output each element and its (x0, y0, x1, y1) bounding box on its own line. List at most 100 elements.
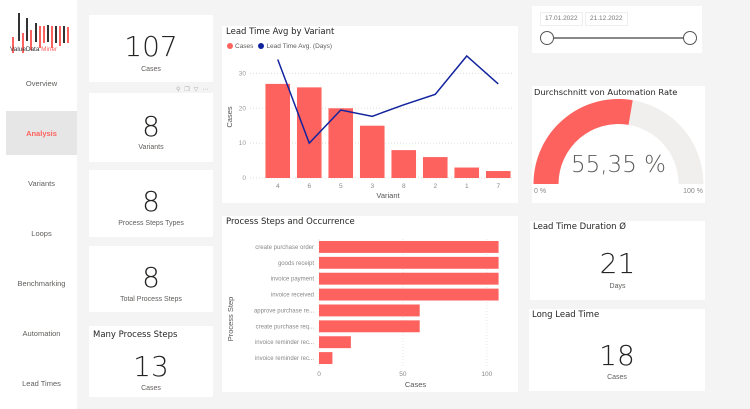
gauge-max-label: 100 % (683, 188, 703, 195)
start-date-input[interactable]: 17.01.2022 (540, 12, 583, 26)
gauge-min-label: 0 % (534, 188, 547, 195)
kpi-value: 13 (133, 350, 169, 383)
x-tick-label: 5 (339, 183, 343, 190)
filter-icon[interactable]: ▽ (193, 86, 199, 93)
bar-cases (328, 108, 354, 178)
bar-process-step (319, 288, 499, 301)
bar-cases (359, 125, 385, 178)
gauge-fill (533, 99, 633, 184)
y-tick-label: 0 (242, 175, 246, 182)
bar-cases (422, 157, 448, 178)
copy-icon[interactable]: ❐ (184, 86, 190, 93)
y-tick-label: approve purchase re... (254, 308, 314, 314)
kpi-label: Total Process Steps (120, 296, 182, 303)
sidebar: ValueData Miner Overview Analysis Varian… (0, 0, 77, 409)
legend-item-cases[interactable]: Cases (227, 43, 253, 50)
sidebar-item-automation[interactable]: Automation (22, 328, 61, 338)
visual-toolbar: ⚲ ❐ ▽ ⋯ (176, 86, 208, 93)
bar-process-step (319, 256, 499, 269)
sidebar-item-variants[interactable]: Variants (28, 178, 55, 188)
y-tick-label: create purchase order (255, 245, 314, 251)
card-title: Long Lead Time (532, 310, 600, 320)
kpi-label: Process Steps Types (118, 220, 184, 227)
x-tick-label: 2 (433, 183, 437, 190)
legend-item-lead-time[interactable]: Lead Time Avg. (Days) (258, 43, 332, 50)
card-title: Lead Time Duration Ø (533, 222, 626, 232)
pin-icon[interactable]: ⚲ (176, 86, 181, 93)
kpi-card-variants: 8 Variants (89, 93, 213, 162)
bar-cases (391, 150, 417, 178)
automation-rate-gauge (533, 99, 704, 184)
sidebar-item-loops[interactable]: Loops (31, 228, 52, 238)
more-icon[interactable]: ⋯ (202, 86, 209, 93)
slider-track (547, 37, 691, 39)
chart-title: Process Steps and Occurrence (226, 217, 355, 227)
gauge-title: Durchschnitt von Automation Rate (534, 87, 678, 97)
x-tick-label: 1 (465, 183, 469, 190)
y-tick-label: invoice received (271, 293, 314, 299)
end-date-input[interactable]: 21.12.2022 (585, 12, 628, 26)
bar-cases (296, 87, 322, 178)
x-tick-label: 50 (399, 371, 407, 378)
x-tick-label: 7 (496, 183, 500, 190)
card-title: Many Process Steps (93, 330, 178, 340)
sidebar-item-analysis[interactable]: Analysis (6, 111, 77, 155)
kpi-card-many-process-steps: Many Process Steps 13 Cases (89, 326, 213, 397)
sidebar-item-lead-times[interactable]: Lead Times (22, 378, 61, 388)
slider-start-handle[interactable] (540, 31, 554, 45)
sidebar-item-benchmarking[interactable]: Benchmarking (17, 278, 66, 288)
y-tick-label: 10 (239, 140, 247, 147)
kpi-value: 18 (599, 339, 635, 372)
bar-process-step (319, 352, 333, 365)
kpi-value: 8 (142, 185, 160, 218)
process-steps-chart: 0 50 100 create purchase order goods receipt… (226, 239, 499, 389)
y-tick-label: invoice reminder rec... (255, 340, 314, 346)
kpi-label: Days (609, 283, 626, 290)
kpi-card-long-lead-time: Long Lead Time 18 Cases (529, 309, 705, 391)
lead-time-chart: 0 10 20 30 4 6 5 3 8 2 1 7 Variant Cases (225, 54, 514, 200)
x-tick-label: 4 (276, 183, 280, 190)
kpi-card-cases: 107 Cases (89, 15, 213, 82)
x-tick-label: 8 (402, 183, 406, 190)
sidebar-item-overview[interactable]: Overview (25, 78, 58, 88)
kpi-value: 107 (124, 30, 178, 63)
y-tick-label: 30 (239, 70, 247, 77)
y-tick-label: 20 (239, 105, 247, 112)
kpi-label: Cases (607, 374, 627, 381)
x-axis-label: Cases (405, 380, 427, 389)
bar-cases (454, 167, 480, 178)
bar-process-step (319, 320, 420, 333)
bar-process-step (319, 304, 420, 317)
chart-legend: Cases Lead Time Avg. (Days) (227, 43, 332, 50)
y-tick-label: goods receipt (278, 261, 314, 267)
logo-icon (12, 13, 69, 53)
kpi-card-process-steps-types: 8 Process Steps Types (89, 170, 213, 237)
y-tick-label: invoice reminder rec... (255, 356, 314, 362)
bar-cases (265, 83, 291, 178)
x-tick-label: 3 (370, 183, 374, 190)
bar-process-step (319, 336, 351, 349)
chart-title: Lead Time Avg by Variant (226, 27, 335, 37)
kpi-label: Variants (138, 144, 164, 151)
date-range-slicer: 17.01.2022 21.12.2022 (532, 6, 702, 53)
x-axis-label: Variant (376, 191, 400, 200)
bar-cases (485, 171, 511, 178)
kpi-card-total-process-steps: 8 Total Process Steps (89, 246, 213, 312)
automation-rate-gauge-card: Durchschnitt von Automation Rate 55,35 %… (532, 86, 705, 203)
lead-time-chart-card: Lead Time Avg by Variant Cases Lead Time… (222, 26, 518, 203)
x-tick-label: 100 (481, 371, 492, 378)
line-lead-time-avg (277, 54, 499, 145)
bar-process-step (319, 272, 499, 285)
y-axis-label: Process Step (226, 297, 235, 342)
y-tick-label: invoice payment (271, 277, 315, 283)
x-tick-label: 0 (317, 371, 321, 378)
logo-text: ValueData Miner (10, 46, 58, 53)
kpi-value: 8 (142, 110, 160, 143)
x-tick-label: 6 (307, 183, 311, 190)
kpi-value: 8 (142, 261, 160, 294)
process-steps-chart-card: Process Steps and Occurrence 0 50 100 creat… (222, 216, 518, 392)
y-axis-label: Cases (225, 106, 234, 128)
kpi-label: Cases (141, 66, 161, 73)
y-tick-label: create purchase req... (256, 324, 315, 330)
slider-end-handle[interactable] (683, 31, 697, 45)
